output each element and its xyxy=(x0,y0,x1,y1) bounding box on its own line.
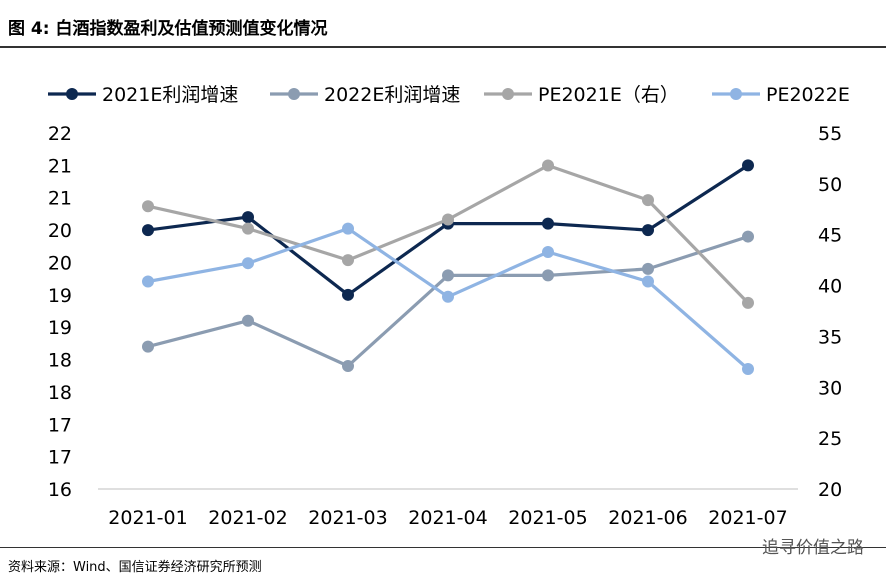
data-point xyxy=(442,269,454,282)
data-point xyxy=(542,217,554,230)
data-point xyxy=(242,222,254,235)
data-point xyxy=(542,159,554,172)
x-tick-label: 2021-01 xyxy=(108,507,187,529)
series-group xyxy=(142,159,754,375)
figure-title: 图 4: 白酒指数盈利及估值预测值变化情况 xyxy=(8,19,328,39)
data-point xyxy=(342,254,354,267)
data-point xyxy=(442,213,454,226)
left-tick-label: 19 xyxy=(48,285,72,307)
data-point xyxy=(142,275,154,288)
data-point xyxy=(542,269,554,282)
left-tick-label: 21 xyxy=(48,155,72,177)
x-tick-label: 2021-05 xyxy=(508,507,587,529)
data-point xyxy=(742,159,754,172)
data-point xyxy=(742,230,754,243)
title-rule xyxy=(0,46,886,48)
data-point xyxy=(442,290,454,303)
data-point xyxy=(242,211,254,224)
data-point xyxy=(642,275,654,288)
legend-swatch-marker xyxy=(66,88,78,100)
x-axis: 2021-01 2021-02 2021-03 2021-04 2021-05 2021-… xyxy=(98,488,798,529)
left-tick-label: 17 xyxy=(48,447,72,469)
data-point xyxy=(242,257,254,270)
legend-label: 2021E利润增速 xyxy=(102,84,238,106)
right-tick-label: 30 xyxy=(818,377,842,399)
right-axis-ticks: 55 50 45 40 35 30 25 20 xyxy=(818,123,842,501)
x-tick-label: 2021-02 xyxy=(208,507,287,529)
left-tick-label: 22 xyxy=(48,123,72,145)
data-point xyxy=(642,224,654,237)
right-tick-label: 45 xyxy=(818,225,842,247)
chart-legend: 2021E利润增速 2022E利润增速 PE2021E（右） PE2022E xyxy=(48,84,850,106)
left-tick-label: 18 xyxy=(48,382,72,404)
data-point xyxy=(742,296,754,309)
right-tick-label: 55 xyxy=(818,123,842,145)
left-tick-label: 18 xyxy=(48,350,72,372)
left-tick-label: 16 xyxy=(48,479,72,501)
x-tick-label: 2021-07 xyxy=(708,507,787,529)
x-tick-label: 2021-06 xyxy=(608,507,687,529)
legend-swatch-marker xyxy=(502,88,514,100)
data-point xyxy=(342,360,354,373)
data-point xyxy=(542,246,554,259)
legend-label: PE2021E（右） xyxy=(538,84,679,106)
right-tick-label: 25 xyxy=(818,428,842,450)
left-tick-label: 20 xyxy=(48,252,72,274)
right-tick-label: 20 xyxy=(818,479,842,501)
left-tick-label: 19 xyxy=(48,317,72,339)
series-line xyxy=(147,163,750,305)
data-point xyxy=(342,222,354,235)
legend-label: PE2022E xyxy=(766,84,850,106)
data-point xyxy=(642,194,654,207)
left-axis-ticks: 22 21 21 20 20 19 19 18 18 17 17 16 xyxy=(48,123,72,501)
data-point xyxy=(642,262,654,275)
source-note: 资料来源：Wind、国信证券经济研究所预测 xyxy=(8,560,262,575)
data-point xyxy=(242,314,254,327)
data-point xyxy=(142,200,154,213)
left-tick-label: 20 xyxy=(48,220,72,242)
legend-swatch-marker xyxy=(730,88,742,100)
right-tick-label: 35 xyxy=(818,326,842,348)
watermark-text: 追寻价值之路 xyxy=(762,538,864,558)
footer-rule xyxy=(0,547,886,548)
left-tick-label: 17 xyxy=(48,414,72,436)
legend-swatch-marker xyxy=(288,88,300,100)
legend-label: 2022E利润增速 xyxy=(324,84,460,106)
x-tick-label: 2021-03 xyxy=(308,507,387,529)
left-tick-label: 21 xyxy=(48,188,72,210)
x-tick-label: 2021-04 xyxy=(408,507,487,529)
right-tick-label: 40 xyxy=(818,276,842,298)
data-point xyxy=(142,340,154,353)
data-point xyxy=(742,362,754,375)
data-point xyxy=(142,224,154,237)
data-point xyxy=(342,288,354,301)
right-tick-label: 50 xyxy=(818,174,842,196)
